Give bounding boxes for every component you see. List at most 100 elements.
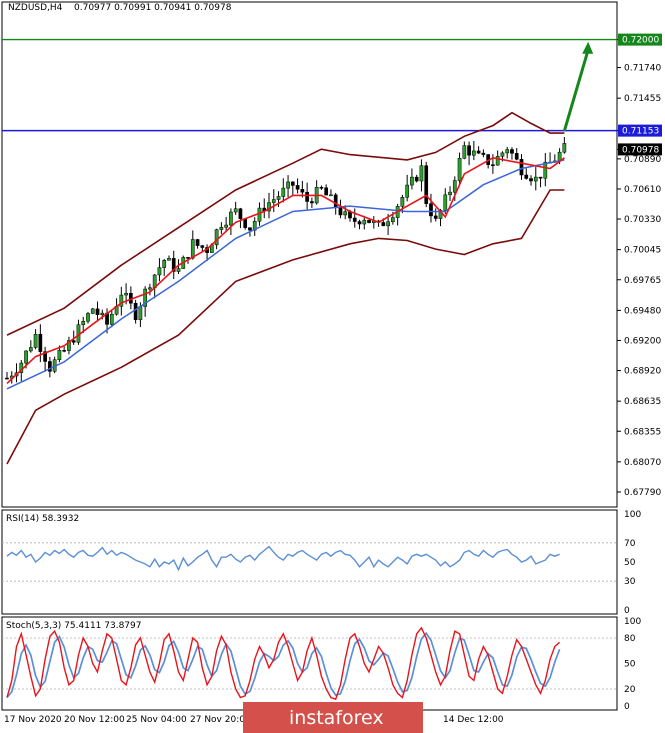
candle-body bbox=[400, 197, 405, 207]
candle-body bbox=[67, 340, 71, 351]
candle-body bbox=[367, 219, 371, 223]
price-y-tick-label: 0.68355 bbox=[624, 427, 661, 437]
price-y-tick-label: 0.70890 bbox=[624, 155, 661, 165]
candle-body bbox=[352, 217, 357, 222]
level-label-box bbox=[618, 33, 662, 46]
candle-body bbox=[381, 222, 386, 227]
candle-body bbox=[281, 187, 286, 197]
candle-body bbox=[467, 145, 471, 156]
rsi-y-tick-label: 30 bbox=[624, 577, 636, 587]
candle-body bbox=[248, 227, 252, 231]
candle-body bbox=[333, 194, 338, 208]
stoch-y-tick-label: 20 bbox=[624, 685, 636, 695]
candle-body bbox=[533, 176, 538, 182]
price-y-tick-label: 0.69480 bbox=[624, 306, 661, 316]
price-y-tick-label: 0.69765 bbox=[624, 276, 661, 286]
candle-body bbox=[500, 152, 505, 157]
candle-body bbox=[391, 217, 395, 222]
stoch-line-1 bbox=[6, 626, 561, 701]
candle-body bbox=[100, 312, 105, 315]
price-y-tick-label: 0.67790 bbox=[624, 488, 661, 498]
rsi-label: RSI(14) 58.3932 bbox=[6, 514, 79, 524]
price-y-tick-label: 0.70330 bbox=[624, 215, 661, 225]
rsi-pane: 100 70 50 30 0 RSI(14) 58.3932 bbox=[1, 509, 641, 616]
candle-body bbox=[305, 191, 309, 202]
candle-body bbox=[433, 215, 438, 219]
candle-body bbox=[57, 350, 62, 360]
forecast-arrow-shaft bbox=[562, 49, 590, 132]
time-axis-label: 14 Dec 12:00 bbox=[443, 715, 504, 725]
rsi-frame bbox=[1, 509, 618, 615]
candle-body bbox=[176, 268, 181, 272]
price-y-tick-label: 0.70610 bbox=[624, 185, 661, 195]
candle-body bbox=[310, 201, 314, 204]
price-y-tick-label: 0.68070 bbox=[624, 458, 661, 468]
candle-body bbox=[529, 178, 533, 182]
candle-body bbox=[491, 164, 495, 166]
time-axis-label: 27 Nov 20:00 bbox=[190, 715, 251, 725]
level-label: 0.71153 bbox=[622, 127, 659, 137]
candle-body bbox=[238, 208, 243, 219]
candle-body bbox=[481, 152, 486, 155]
candle-body bbox=[195, 239, 200, 246]
stoch-y-tick-label: 100 bbox=[624, 617, 641, 627]
candle-body bbox=[472, 150, 476, 156]
candle-body bbox=[457, 157, 462, 181]
stochastic-pane: 100 80 50 20 0 Stoch(5,3,3) 75.4111 73.8797 bbox=[1, 616, 641, 712]
candle-body bbox=[319, 187, 324, 189]
candle-body bbox=[38, 334, 43, 352]
candle-body bbox=[62, 350, 67, 352]
time-axis-label: 25 Nov 04:00 bbox=[126, 715, 187, 725]
rsi-y-tick-label: 0 bbox=[624, 606, 630, 616]
candle-body bbox=[405, 184, 410, 198]
candle-body bbox=[267, 202, 271, 212]
candle-body bbox=[462, 145, 467, 159]
candle-body bbox=[48, 361, 52, 372]
candle-body bbox=[443, 194, 448, 211]
candle-body bbox=[448, 191, 452, 196]
candle-body bbox=[143, 288, 147, 307]
forecast-arrow-head bbox=[582, 41, 594, 54]
price-pane: 0.72000 0.71740 0.71455 0.71153 0.709780.708… bbox=[1, 1, 662, 508]
candle-body bbox=[43, 351, 47, 362]
time-axis: 17 Nov 2020 20 Nov 12:00 25 Nov 04:00 27 No… bbox=[4, 715, 504, 725]
candle-body bbox=[505, 149, 510, 154]
candle-body bbox=[424, 165, 429, 204]
rsi-y-tick-label: 100 bbox=[624, 510, 641, 520]
candle-body bbox=[219, 227, 224, 230]
level-label-box bbox=[618, 143, 662, 156]
level-label: 0.72000 bbox=[622, 36, 659, 46]
ma-fast-line bbox=[6, 156, 565, 384]
ma-slow-line bbox=[6, 159, 565, 390]
candle-body bbox=[24, 350, 28, 364]
candle-body bbox=[190, 239, 195, 259]
rsi-line-0 bbox=[6, 545, 560, 572]
candle-body bbox=[514, 153, 519, 160]
candle-body bbox=[338, 207, 343, 216]
candle-body bbox=[171, 258, 176, 272]
rsi-y-tick-label: 70 bbox=[624, 539, 636, 549]
candle-body bbox=[495, 156, 500, 166]
candle-body bbox=[510, 149, 514, 154]
candle-body bbox=[95, 308, 100, 315]
candle-body bbox=[224, 224, 228, 228]
stoch-y-tick-label: 50 bbox=[624, 660, 636, 670]
level-label: 0.70978 bbox=[622, 145, 659, 155]
candle-body bbox=[329, 194, 333, 197]
candle-body bbox=[186, 257, 190, 259]
candle-body bbox=[28, 347, 33, 352]
candle-body bbox=[124, 292, 128, 296]
bollinger-upper-line bbox=[6, 111, 565, 336]
candle-body bbox=[538, 176, 543, 179]
candle-body bbox=[429, 203, 433, 217]
stoch-label: Stoch(5,3,3) 75.4111 73.8797 bbox=[6, 621, 141, 631]
stoch-line-0 bbox=[6, 631, 561, 699]
candle-body bbox=[362, 219, 367, 225]
candle-body bbox=[343, 211, 348, 216]
time-axis-label: 17 Nov 2020 bbox=[4, 715, 62, 725]
chart-header-ohlc: 0.70977 0.70991 0.70941 0.70978 bbox=[74, 3, 232, 13]
candle-body bbox=[214, 229, 219, 246]
price-y-tick-label: 0.71740 bbox=[624, 64, 661, 74]
stoch-y-tick-label: 0 bbox=[624, 702, 630, 712]
